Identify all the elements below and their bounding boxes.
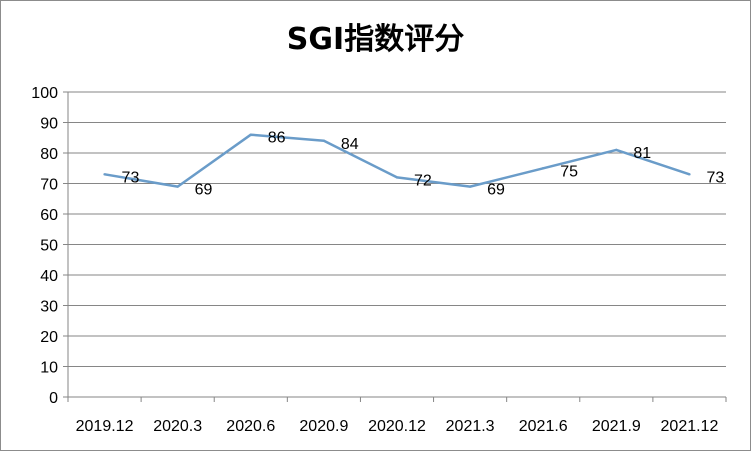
y-tick-label: 0 bbox=[49, 390, 58, 407]
data-point bbox=[322, 139, 326, 142]
y-tick-label: 90 bbox=[40, 116, 58, 133]
y-tick-label: 70 bbox=[40, 177, 58, 194]
x-tick-label: 2020.12 bbox=[368, 418, 426, 435]
data-point bbox=[395, 176, 399, 179]
y-tick-label: 50 bbox=[40, 238, 58, 255]
x-tick-label: 2021.12 bbox=[661, 418, 719, 435]
y-tick-label: 20 bbox=[40, 329, 58, 346]
data-label: 81 bbox=[633, 145, 651, 162]
x-tick-label: 2021.6 bbox=[519, 418, 568, 435]
x-tick-label: 2021.9 bbox=[592, 418, 641, 435]
data-point bbox=[468, 185, 472, 188]
x-tick-label: 2021.3 bbox=[446, 418, 495, 435]
data-point bbox=[615, 148, 618, 152]
chart-title: SGI指数评分 bbox=[286, 22, 465, 57]
y-tick-label: 80 bbox=[40, 146, 58, 163]
data-point bbox=[542, 167, 545, 170]
x-tick-label: 2020.6 bbox=[226, 418, 275, 435]
data-label: 72 bbox=[414, 172, 432, 189]
data-point bbox=[249, 133, 252, 136]
data-label: 73 bbox=[122, 169, 140, 186]
data-label: 69 bbox=[487, 182, 505, 199]
data-label: 75 bbox=[560, 163, 578, 180]
data-label: 84 bbox=[341, 136, 359, 153]
data-label: 86 bbox=[268, 130, 286, 147]
data-point bbox=[176, 185, 179, 188]
data-point bbox=[688, 173, 691, 176]
y-tick-label: 10 bbox=[40, 360, 58, 377]
data-label: 69 bbox=[195, 182, 213, 199]
y-tick-label: 60 bbox=[40, 207, 58, 224]
series-line bbox=[104, 133, 690, 188]
x-tick-label: 2020.9 bbox=[299, 418, 348, 435]
x-tick-label: 2020.3 bbox=[153, 418, 202, 435]
y-tick-label: 40 bbox=[40, 268, 58, 285]
y-tick-label: 30 bbox=[40, 299, 58, 316]
y-tick-label: 100 bbox=[31, 85, 58, 102]
x-tick-label: 2019.12 bbox=[76, 418, 134, 435]
data-point bbox=[103, 173, 106, 176]
data-label: 73 bbox=[706, 169, 724, 186]
